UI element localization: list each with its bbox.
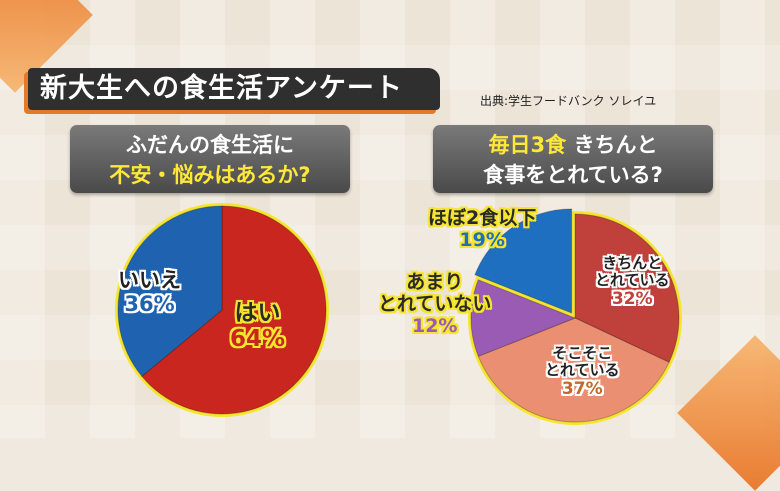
pie1-value-no: 36% — [124, 292, 175, 317]
pie2-slice-2 — [470, 279, 577, 357]
pie2-category-2-line2: とれていない — [378, 292, 492, 315]
pie1-slice-1 — [117, 205, 223, 377]
pie1-category-no: いいえ — [118, 268, 181, 292]
question-2-line2: 食事をとれている? — [483, 163, 663, 187]
pie1-label-no: いいえ 36% — [118, 268, 181, 316]
pie2-slice-0 — [574, 213, 680, 363]
pie-charts — [115, 203, 682, 425]
pie2-value-2: 12% — [411, 314, 458, 337]
question-2-highlight: 毎日3食 — [488, 133, 567, 157]
pie1-category-yes: はい — [234, 300, 281, 326]
pie2-label-1: そこそこ とれている 37% — [545, 344, 620, 399]
pie1-value-yes: 64% — [230, 326, 286, 353]
pie2-category-0-line1: きちんと — [602, 254, 663, 272]
question-2-line1-rest: きちんと — [566, 133, 658, 157]
question-1-line1: ふだんの食生活に — [126, 133, 294, 157]
question-2-box: 毎日3食 きちんと 食事をとれている? — [433, 125, 713, 193]
pie2-value-1: 37% — [561, 378, 603, 399]
pie2-category-3: ほぼ2食以下 — [428, 207, 537, 229]
pie1-slice-0 — [141, 205, 327, 415]
pie1-label-yes: はい 64% — [230, 300, 285, 353]
pie2-slice-1 — [477, 317, 670, 423]
pie2-category-0-line2: とれている — [595, 271, 670, 290]
page-title: 新大生への食生活アンケート — [28, 68, 440, 110]
pie2-category-1-line2: とれている — [545, 361, 620, 380]
pie2-label-2: あまり とれていない 12% — [378, 271, 492, 338]
pie2-label-0: きちんと とれている 32% — [595, 254, 670, 309]
question-2-line1: 毎日3食 きちんと — [433, 130, 713, 160]
question-1-line2: 不安・悩みはあるか? — [109, 163, 311, 187]
pie2-category-1-line1: そこそこ — [552, 344, 613, 362]
pie2-label-3: ほぼ2食以下 19% — [428, 207, 537, 252]
question-1-box: ふだんの食生活に 不安・悩みはあるか? — [70, 125, 350, 193]
pie2-category-2-line1: あまり — [406, 271, 464, 293]
pie2-slice-3 — [474, 208, 573, 314]
source-credit: 出典:学生フードバンク ソレイユ — [480, 94, 657, 108]
pie2-value-0: 32% — [611, 288, 653, 309]
pie2-value-3: 19% — [459, 228, 505, 251]
